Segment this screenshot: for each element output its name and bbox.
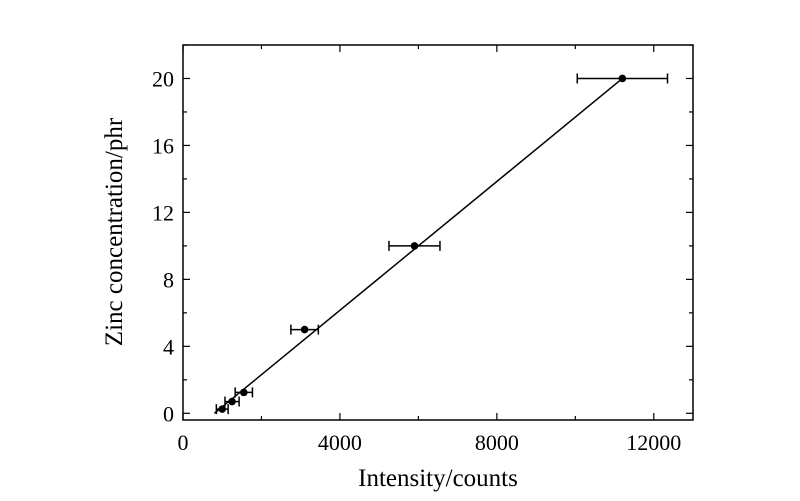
- y-axis-label: Zinc concentration/phr: [101, 117, 128, 346]
- x-tick-label: 0: [178, 430, 189, 455]
- y-tick-label: 20: [152, 66, 174, 91]
- y-tick-label: 16: [152, 133, 174, 158]
- error-bars: [215, 73, 669, 415]
- data-points: [218, 74, 627, 413]
- data-point: [240, 388, 248, 397]
- x-tick-label: 12000: [626, 430, 681, 455]
- plot-frame: [182, 44, 694, 421]
- x-tick-label: 8000: [475, 430, 519, 455]
- x-axis-label: Intensity/counts: [358, 465, 518, 492]
- ticks: [182, 44, 693, 420]
- tick-labels: 0 4000 8000 12000 0 4 8 12 16 20: [152, 66, 681, 455]
- y-tick-label: 12: [152, 200, 174, 225]
- data-point: [410, 242, 419, 250]
- data-point: [300, 325, 309, 334]
- y-tick-label: 4: [163, 334, 174, 359]
- x-tick-label: 4000: [318, 430, 362, 455]
- data-point: [618, 74, 627, 83]
- data-point: [228, 397, 236, 406]
- y-tick-label: 8: [163, 267, 174, 292]
- y-tick-label: 0: [163, 401, 174, 426]
- data-point: [218, 405, 227, 413]
